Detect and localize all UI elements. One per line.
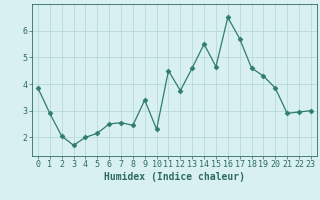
X-axis label: Humidex (Indice chaleur): Humidex (Indice chaleur) (104, 172, 245, 182)
